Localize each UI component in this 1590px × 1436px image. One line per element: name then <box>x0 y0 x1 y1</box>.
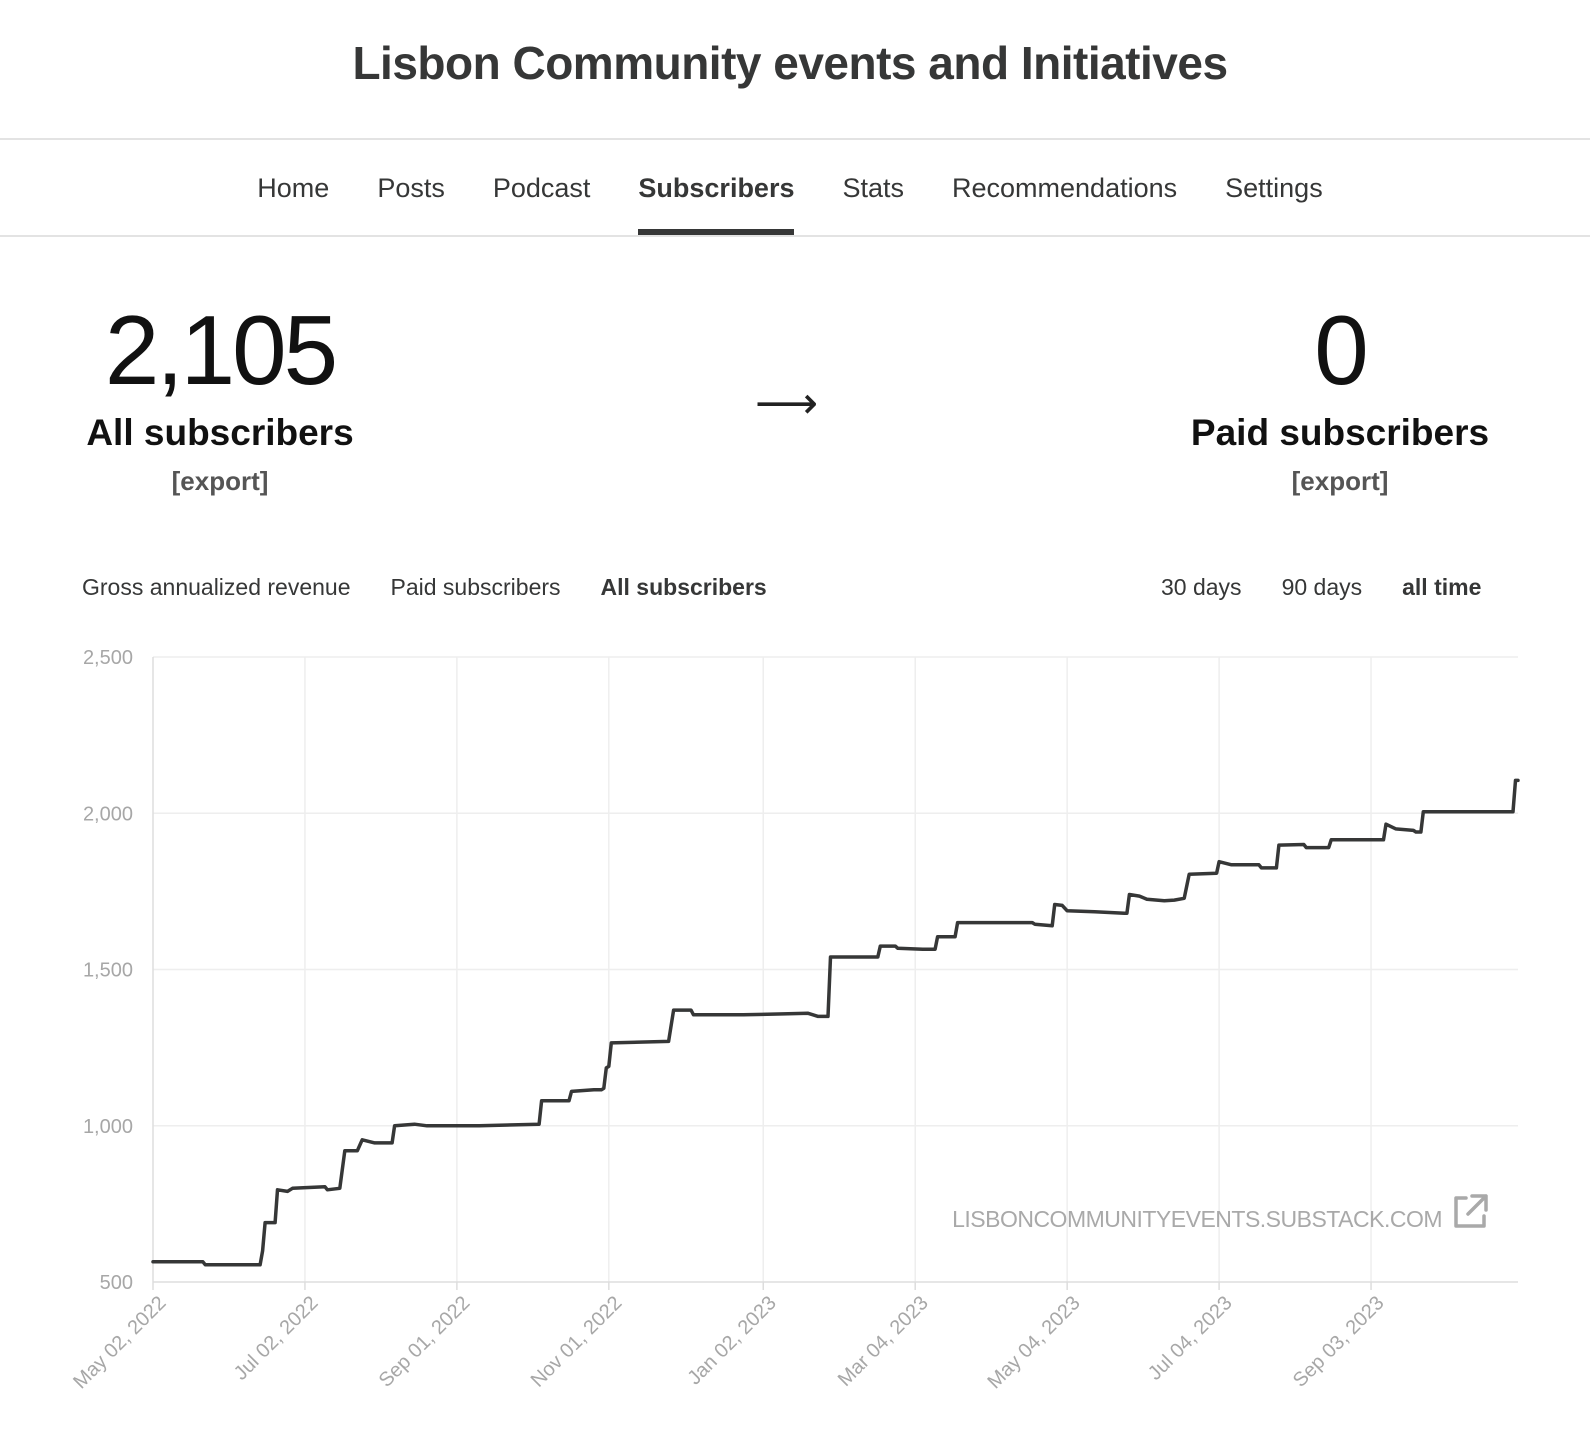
watermark-text: LISBONCOMMUNITYEVENTS.SUBSTACK.COM <box>952 1206 1442 1232</box>
all-subscribers-label: All subscribers <box>86 412 354 453</box>
nav-stats[interactable]: Stats <box>842 172 905 203</box>
external-link-icon[interactable] <box>1454 1194 1488 1228</box>
paid-subscribers-export-link[interactable]: [export] <box>1291 466 1389 496</box>
header-divider <box>0 138 1590 140</box>
watermark[interactable]: LISBONCOMMUNITYEVENTS.SUBSTACK.COM <box>952 1194 1488 1232</box>
nav-recommendations[interactable]: Recommendations <box>952 172 1178 203</box>
tab-all-subscribers[interactable]: All subscribers <box>600 574 767 600</box>
paid-subscribers-label: Paid subscribers <box>1190 412 1490 453</box>
range-30-days[interactable]: 30 days <box>1161 574 1242 600</box>
nav-posts[interactable]: Posts <box>377 172 445 203</box>
nav-podcast[interactable]: Podcast <box>492 172 591 203</box>
y-tick-label: 1,500 <box>83 960 133 982</box>
subscribers-line <box>151 778 1520 1267</box>
tab-gross-annualized-revenue[interactable]: Gross annualized revenue <box>82 574 351 600</box>
range-90-days[interactable]: 90 days <box>1281 574 1363 600</box>
paid-subscribers-stat: 0 Paid subscribers [export] <box>1120 300 1560 497</box>
x-tick-label: Jul 02, 2022 <box>230 1292 323 1385</box>
nav-settings[interactable]: Settings <box>1225 172 1323 203</box>
y-tick-label: 2,500 <box>83 647 133 669</box>
main-nav: Home Posts Podcast Subscribers Stats Rec… <box>0 140 1580 236</box>
all-subscribers-stat: 2,105 All subscribers [export] <box>0 300 440 497</box>
site-title: Lisbon Community events and Initiatives <box>352 37 1228 89</box>
nav-home[interactable]: Home <box>257 172 330 203</box>
metric-tabs: Gross annualized revenue Paid subscriber… <box>82 574 767 601</box>
y-tick-label: 1,000 <box>83 1116 133 1138</box>
nav-divider <box>0 235 1590 237</box>
x-tick-label: Sep 03, 2023 <box>1289 1292 1389 1392</box>
y-tick-label: 2,000 <box>83 803 133 825</box>
x-tick-label: Jul 04, 2023 <box>1144 1292 1237 1385</box>
x-tick-label: May 04, 2023 <box>983 1292 1084 1393</box>
x-tick-label: Sep 01, 2022 <box>375 1292 475 1392</box>
tab-paid-subscribers[interactable]: Paid subscribers <box>390 574 561 600</box>
paid-subscribers-count: 0 <box>1314 295 1369 405</box>
all-subscribers-export-link[interactable]: [export] <box>171 466 269 496</box>
right-arrow-icon: ⟶ <box>755 379 819 428</box>
nav-subscribers[interactable]: Subscribers <box>638 140 795 236</box>
range-all-time[interactable]: all time <box>1402 574 1482 600</box>
x-tick-label: Mar 04, 2023 <box>834 1292 933 1391</box>
all-subscribers-count: 2,105 <box>104 295 338 405</box>
subscribers-chart: 500 1,000 1,500 2,000 2,500 May 02, 2022 Jul 0… <box>69 647 1520 1393</box>
range-tabs: 30 days 90 days all time <box>1161 574 1481 601</box>
x-tick-label: May 02, 2022 <box>69 1292 170 1393</box>
x-tick-label: Nov 01, 2022 <box>527 1292 627 1392</box>
x-tick-label: Jan 02, 2023 <box>683 1292 780 1389</box>
y-tick-label: 500 <box>100 1272 133 1294</box>
